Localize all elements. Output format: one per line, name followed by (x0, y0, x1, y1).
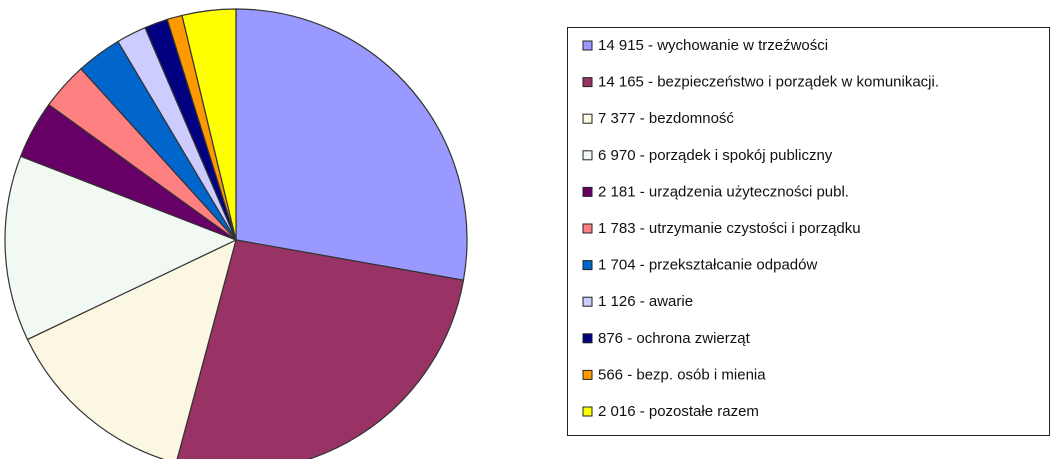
pie-slice (4, 155, 238, 341)
legend-swatch (582, 369, 593, 380)
legend-swatch (582, 186, 593, 197)
legend-swatch (582, 40, 593, 51)
legend-label: 14 915 - wychowanie w trzeźwości (598, 37, 828, 54)
legend-swatch (582, 406, 593, 417)
legend-label: 1 783 - utrzymanie czystości i porządku (598, 220, 861, 237)
legend-box (567, 27, 1050, 436)
legend-swatch (582, 333, 593, 344)
legend-label: 1 704 - przekształcanie odpadów (598, 257, 817, 274)
legend-swatch (582, 113, 593, 124)
legend-label: 2 016 - pozostałe razem (598, 403, 759, 420)
legend-swatch (582, 150, 593, 161)
legend-label: 2 181 - urządzenia użyteczności publ. (598, 183, 849, 200)
legend-label: 1 126 - awarie (598, 293, 693, 310)
legend-swatch (582, 77, 593, 88)
legend-label: 566 - bezp. osób i mienia (598, 366, 766, 383)
pie-slice (26, 238, 237, 459)
legend-label: 14 165 - bezpieczeństwo i porządek w kom… (598, 74, 939, 91)
legend-swatch (582, 223, 593, 234)
legend-label: 876 - ochrona zwierząt (598, 330, 751, 347)
pie-slice (181, 8, 237, 241)
pie-slice (235, 8, 468, 281)
pie-slice (176, 239, 465, 459)
legend-swatch (582, 296, 593, 307)
legend-label: 6 970 - porządek i spokój publiczny (598, 147, 833, 164)
legend-swatch (582, 260, 593, 271)
legend-label: 7 377 - bezdomność (598, 110, 734, 127)
